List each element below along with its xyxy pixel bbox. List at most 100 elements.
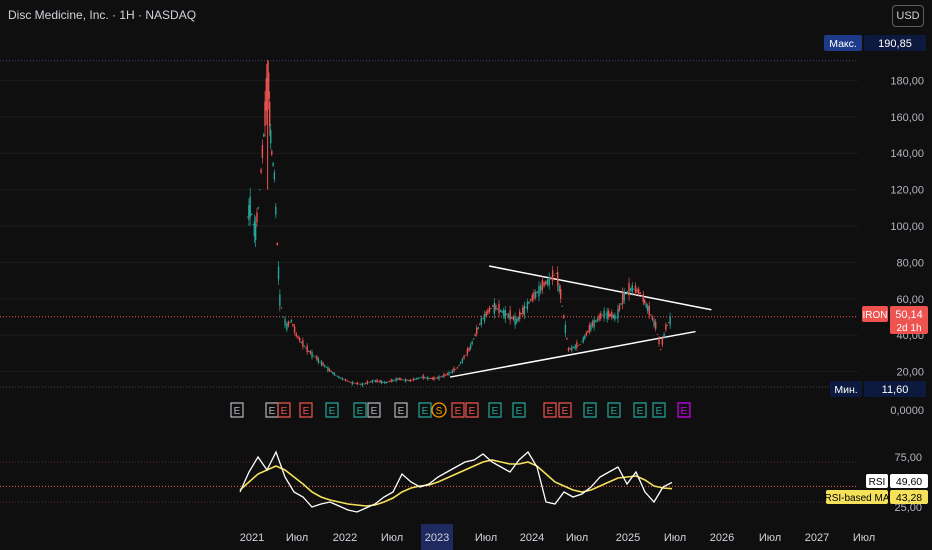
candle-body bbox=[293, 326, 296, 333]
candle-body bbox=[446, 373, 449, 375]
candle-body bbox=[407, 380, 410, 382]
symbol-badge-bg bbox=[862, 306, 888, 322]
candle-body bbox=[366, 381, 369, 384]
candle-body bbox=[604, 313, 607, 315]
rsi-value-bg bbox=[890, 474, 928, 488]
candle-body bbox=[412, 378, 415, 381]
candle-body bbox=[305, 347, 307, 349]
candle-body bbox=[572, 347, 575, 348]
candle-body bbox=[501, 310, 503, 313]
candle-body bbox=[308, 350, 310, 352]
earnings-marker bbox=[488, 402, 502, 418]
candle-body bbox=[559, 289, 562, 299]
candle-body bbox=[356, 382, 359, 385]
candle-body bbox=[558, 285, 560, 292]
candle-body bbox=[522, 307, 524, 314]
symbol-badge-label: IRON bbox=[863, 310, 888, 321]
candle-body bbox=[523, 305, 526, 316]
rsi-ma-label: RSI-based MA bbox=[824, 493, 889, 504]
candle-body bbox=[474, 334, 476, 336]
candle-body bbox=[451, 370, 454, 373]
candle-body bbox=[434, 378, 437, 380]
rsi-ma-value: 43,28 bbox=[896, 492, 922, 504]
x-tick-label: Июл bbox=[853, 532, 875, 544]
candle-body bbox=[361, 383, 364, 386]
price-tick-label: 60,00 bbox=[896, 294, 924, 306]
min-badge-value-bg bbox=[864, 381, 926, 397]
candle-body bbox=[401, 379, 404, 381]
event-label: E bbox=[656, 406, 663, 417]
candle-body bbox=[387, 381, 389, 383]
event-label: E bbox=[547, 406, 554, 417]
earnings-marker bbox=[299, 402, 313, 418]
earnings-marker bbox=[652, 402, 666, 418]
candle-body bbox=[590, 324, 592, 331]
x-tick-label: 2021 bbox=[240, 532, 264, 544]
candle-body bbox=[496, 308, 499, 310]
currency-button[interactable]: USD bbox=[892, 5, 924, 27]
candle-body bbox=[279, 294, 281, 307]
candle-body bbox=[249, 196, 251, 217]
candle-body bbox=[265, 78, 268, 111]
x-tick-label: 2027 bbox=[805, 532, 829, 544]
candle-body bbox=[270, 129, 272, 144]
rsi-ma-label-bg bbox=[826, 490, 888, 504]
split-marker bbox=[431, 402, 447, 418]
candle-body bbox=[417, 377, 420, 379]
candle-body bbox=[612, 315, 615, 318]
candle-body bbox=[273, 172, 276, 180]
x-tick-label: Июл bbox=[566, 532, 588, 544]
candle-body bbox=[444, 374, 447, 376]
candle-body bbox=[314, 356, 316, 358]
candle-body bbox=[663, 333, 665, 338]
event-label: E bbox=[587, 406, 594, 417]
candle-body bbox=[531, 295, 533, 301]
candle-body bbox=[325, 367, 327, 368]
event-label: E bbox=[492, 406, 499, 417]
max-badge-label-bg bbox=[824, 35, 862, 51]
candle-body bbox=[507, 314, 510, 318]
candle-body bbox=[520, 313, 522, 315]
candle-body bbox=[476, 327, 478, 334]
candle-body bbox=[424, 377, 426, 379]
candle-body bbox=[617, 309, 619, 319]
candle-body bbox=[433, 377, 435, 380]
candle-body bbox=[600, 313, 602, 319]
earnings-marker bbox=[583, 402, 597, 418]
candle-body bbox=[266, 60, 269, 61]
candle-body bbox=[465, 354, 467, 356]
event-label: E bbox=[516, 406, 523, 417]
candle-body bbox=[309, 351, 312, 354]
earnings-marker bbox=[633, 402, 647, 418]
axes: 180,00 160,00 140,00 120,00 100,00 80,00 60,00… bbox=[240, 75, 924, 550]
candle-body bbox=[553, 274, 556, 276]
rsi-label: RSI bbox=[869, 477, 886, 488]
candle-body bbox=[487, 310, 489, 314]
x-tick-label: Июл bbox=[286, 532, 308, 544]
candle-body bbox=[411, 379, 413, 381]
candle-body bbox=[529, 299, 532, 301]
candle-body bbox=[644, 300, 646, 304]
candle-body bbox=[641, 296, 643, 297]
rsi-ma-line bbox=[239, 459, 673, 507]
min-badge-label-bg bbox=[830, 381, 862, 397]
candle-body bbox=[569, 348, 571, 350]
candle-body bbox=[631, 285, 633, 293]
candle-body bbox=[330, 370, 332, 373]
candle-body bbox=[480, 318, 483, 325]
candle-body bbox=[550, 277, 552, 280]
candle-body bbox=[286, 323, 288, 330]
candle-body bbox=[609, 314, 611, 316]
event-label: E bbox=[269, 406, 276, 417]
candle-body bbox=[606, 311, 608, 320]
candle-body bbox=[363, 383, 365, 385]
candle-body bbox=[482, 318, 484, 320]
candle-body bbox=[302, 340, 304, 347]
candle-body bbox=[466, 348, 469, 355]
candle-body bbox=[463, 355, 465, 359]
candle-body bbox=[495, 305, 497, 310]
candle-body bbox=[512, 316, 515, 320]
candle-body bbox=[311, 352, 313, 358]
candle-body bbox=[515, 319, 518, 323]
